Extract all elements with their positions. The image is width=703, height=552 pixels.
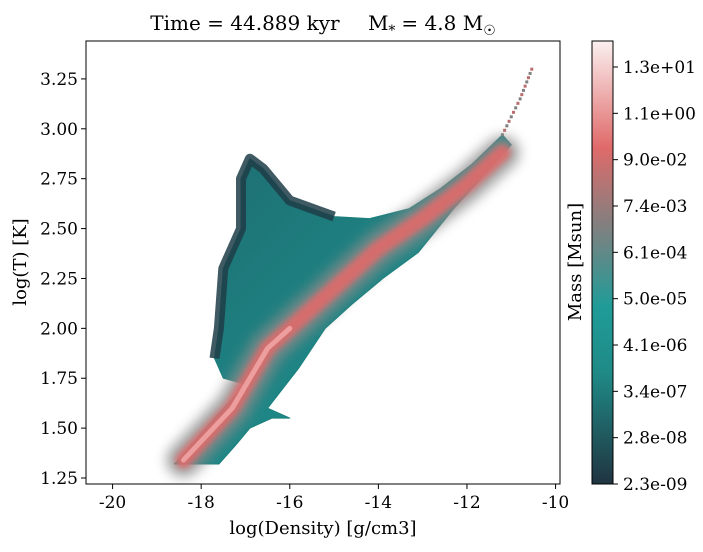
sparse-point <box>503 128 507 132</box>
plot-frame <box>85 40 561 485</box>
title-mass-value: = 4.8 M <box>401 11 483 35</box>
colorbar-tick-label: 3.4e-07 <box>623 382 687 402</box>
y-tick-label: 2.75 <box>40 170 78 190</box>
y-axis-label: log(T) [K] <box>10 218 31 305</box>
title-sun-subscript: ☉ <box>483 23 496 39</box>
sparse-point <box>523 84 527 88</box>
y-tick-label: 3.25 <box>40 70 78 90</box>
colorbar-tick-label: 1.3e+01 <box>623 58 696 78</box>
sparse-point <box>500 133 504 137</box>
x-tick-label: -20 <box>99 493 126 513</box>
colorbar <box>591 40 614 485</box>
distribution-dark-edge <box>209 153 336 360</box>
sparse-point <box>520 93 524 97</box>
x-axis: -20 -18 -16 -14 -12 -10 <box>99 484 569 513</box>
colorbar-tick-label: 5.0e-05 <box>623 290 687 310</box>
y-tick-label: 3.00 <box>40 120 78 140</box>
y-tick-label: 1.50 <box>40 419 78 439</box>
sparse-point <box>521 88 525 92</box>
colorbar-tick-label: 2.8e-08 <box>623 429 687 449</box>
x-tick-label: -18 <box>187 493 214 513</box>
sparse-point <box>505 124 509 128</box>
distribution-ridge-core <box>181 325 293 463</box>
x-tick-label: -10 <box>542 493 569 513</box>
colorbar-ticks: 2.3e-09 2.8e-08 3.4e-07 4.1e-06 5.0e-05 6.1e-… <box>613 58 696 495</box>
colorbar-label: Mass [Msun] <box>565 203 586 321</box>
colorbar-tick-label: 6.1e-04 <box>623 243 687 263</box>
title-mass-subscript: * <box>388 23 395 39</box>
title-mass-symbol: M <box>368 11 388 35</box>
sparse-point <box>528 71 532 75</box>
sparse-point <box>526 76 530 80</box>
colorbar-tick-label: 1.1e+00 <box>623 104 696 124</box>
sparse-point <box>518 97 522 101</box>
x-tick-label: -16 <box>276 493 303 513</box>
sparse-point <box>507 119 511 123</box>
sparse-point <box>530 67 534 71</box>
colorbar-tick-label: 4.1e-06 <box>623 336 687 356</box>
colorbar-tick-label: 2.3e-09 <box>623 475 687 495</box>
sparse-point <box>511 110 515 114</box>
y-tick-label: 2.50 <box>40 220 78 240</box>
colorbar-tick-label: 7.4e-03 <box>623 197 687 217</box>
colorbar-tick-label: 9.0e-02 <box>623 151 687 171</box>
x-axis-label: log(Density) [g/cm3] <box>229 518 416 539</box>
chart-title: Time = 44.889 kyr M* = 4.8 M☉ <box>150 11 496 39</box>
x-tick-label: -12 <box>453 493 480 513</box>
phase-distribution <box>166 67 534 478</box>
sparse-point <box>516 101 520 105</box>
y-tick-label: 1.75 <box>40 369 78 389</box>
sparse-point <box>525 80 529 84</box>
y-axis: 1.25 1.50 1.75 2.00 2.25 2.50 2.75 3.00 3.25 <box>40 70 86 489</box>
distribution-sparse-points <box>500 67 534 137</box>
y-tick-label: 2.25 <box>40 269 78 289</box>
y-tick-label: 2.00 <box>40 319 78 339</box>
title-time: Time = 44.889 kyr <box>150 11 340 35</box>
y-tick-label: 1.25 <box>40 469 78 489</box>
sparse-point <box>514 106 518 110</box>
x-tick-label: -14 <box>365 493 392 513</box>
sparse-point <box>509 115 513 119</box>
